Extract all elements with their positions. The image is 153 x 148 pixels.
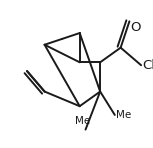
Text: Cl: Cl: [142, 59, 153, 72]
Text: O: O: [130, 21, 140, 34]
Text: Me: Me: [75, 116, 90, 126]
Text: Me: Me: [116, 110, 131, 120]
